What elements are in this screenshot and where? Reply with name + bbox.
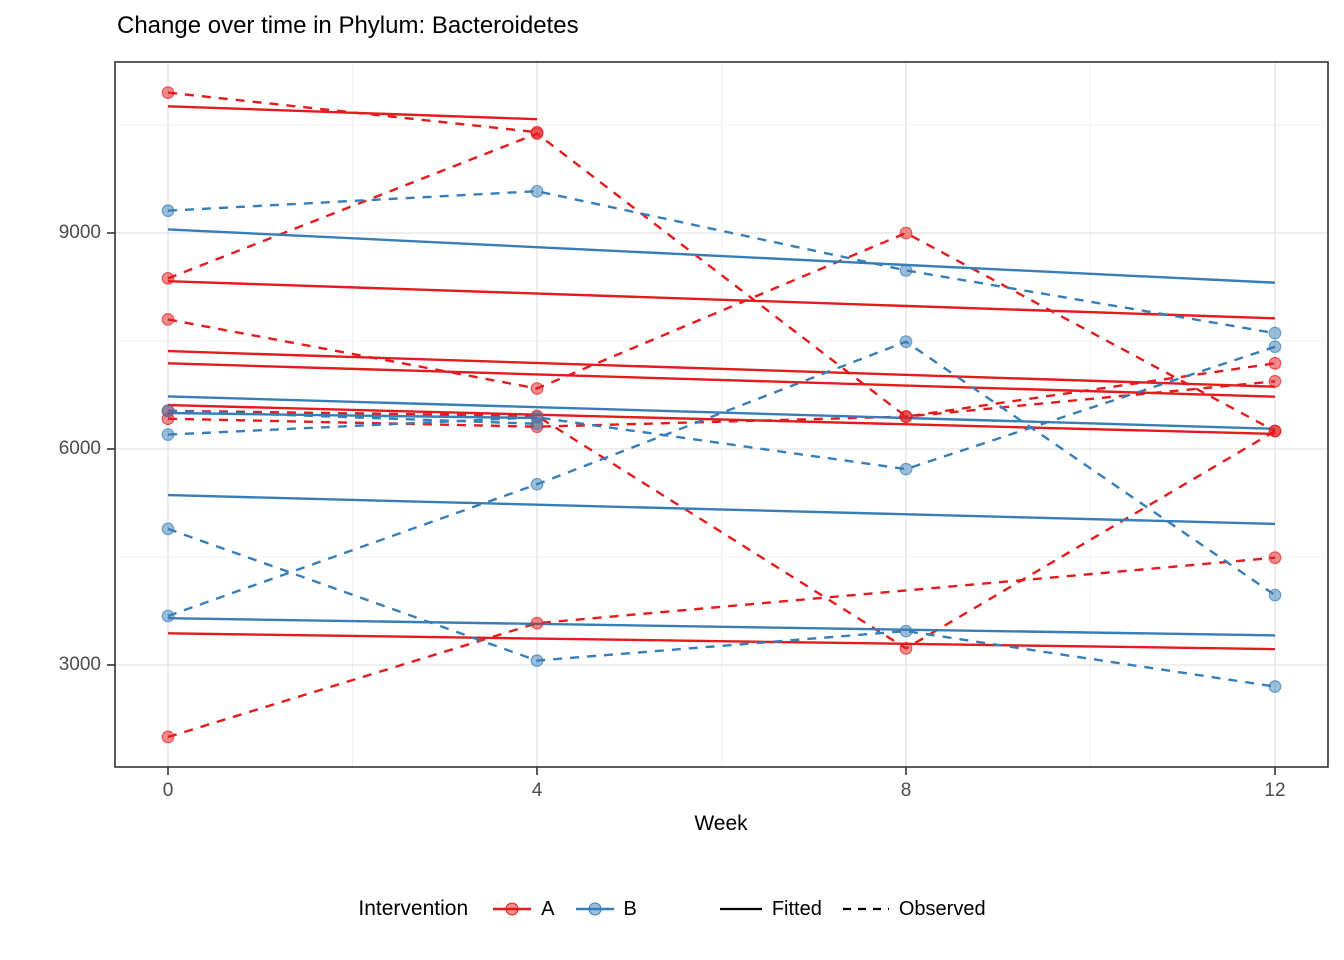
observed-point-B1	[161, 204, 175, 218]
legend-label-b: B	[623, 897, 637, 920]
observed-point-B5	[1268, 588, 1282, 602]
observed-point-B3	[161, 404, 175, 418]
observed-point-B2	[899, 462, 913, 476]
observed-point-B5	[899, 335, 913, 349]
observed-point-B4	[161, 522, 175, 536]
observed-point-B3	[530, 417, 544, 431]
observed-point-B1	[530, 184, 544, 198]
observed-point-B4	[899, 624, 913, 638]
y-tick-label-3000: 3000	[58, 653, 101, 675]
x-tick-label-12: 12	[1264, 780, 1286, 801]
legend-entry-group-b: B	[575, 898, 637, 921]
observed-line-B2	[167, 345, 1276, 471]
legend-key-observed-icon	[842, 907, 889, 911]
fitted-line-B1	[167, 228, 1276, 284]
fitted-line-A1	[167, 105, 538, 121]
observed-line-B4	[167, 527, 1276, 688]
observed-point-A3	[161, 312, 175, 326]
observed-point-A3	[899, 226, 913, 240]
chart-title: Change over time in Phylum: Bacteroidete…	[117, 12, 579, 39]
fitted-line-A4	[167, 362, 1276, 398]
observed-line-A1	[167, 91, 538, 134]
legend-key-a-icon	[493, 902, 532, 916]
observed-point-A2	[161, 271, 175, 285]
observed-point-A5	[1268, 374, 1282, 388]
legend-entry-group-a: A	[492, 897, 555, 921]
y-tick-label-6000: 6000	[58, 437, 101, 459]
observed-line-A5	[167, 380, 1276, 428]
fitted-line-B4	[167, 493, 1276, 526]
chart-legend: Intervention A B Fitted Ob	[0, 884, 1344, 934]
legend-key-fitted-icon	[719, 907, 762, 911]
observed-point-B5	[161, 609, 175, 623]
observed-point-B1	[899, 264, 913, 277]
observed-point-A6	[161, 730, 175, 744]
fitted-line-A6	[167, 632, 1276, 651]
legend-key-b-icon	[575, 902, 614, 916]
observed-point-A2	[1268, 356, 1282, 370]
fitted-line-A5	[167, 403, 1276, 436]
observed-line-B3	[167, 409, 538, 425]
observed-point-B5	[530, 477, 544, 491]
legend-label-a: A	[541, 897, 555, 920]
observed-point-A4	[1268, 424, 1282, 438]
fitted-line-B2	[167, 395, 1276, 430]
observed-point-A2	[530, 127, 544, 141]
observed-point-A3	[530, 382, 544, 395]
observed-point-A5	[899, 410, 913, 423]
x-tick-label-4: 4	[531, 780, 543, 801]
fitted-line-A2	[167, 280, 1276, 320]
observed-line-A3	[167, 231, 1276, 433]
observed-point-B4	[530, 654, 544, 668]
legend-entry-fitted: Fitted	[719, 898, 822, 921]
legend-intervention-title: Intervention	[358, 897, 469, 920]
observed-point-A4	[899, 642, 913, 655]
x-axis-title: Week	[694, 812, 748, 835]
x-tick-label-0: 0	[162, 780, 174, 801]
y-tick-label-9000: 9000	[58, 222, 101, 243]
observed-point-B1	[1268, 326, 1282, 340]
legend-label-observed: Observed	[898, 897, 986, 920]
observed-point-A1	[161, 86, 175, 100]
panel-border	[114, 61, 1329, 768]
fitted-line-B3	[167, 411, 538, 420]
observed-point-A6	[530, 616, 544, 630]
fitted-line-B5	[167, 617, 1276, 637]
x-tick-label-8: 8	[900, 780, 912, 801]
observed-point-B2	[1268, 340, 1282, 354]
observed-point-B2	[161, 428, 175, 441]
observed-point-B4	[1268, 680, 1282, 693]
legend-entry-observed: Observed	[842, 898, 986, 921]
fitted-line-A3	[167, 349, 1276, 388]
observed-line-B5	[167, 340, 1276, 618]
observed-point-A6	[1268, 551, 1282, 565]
legend-label-fitted: Fitted	[771, 897, 822, 920]
